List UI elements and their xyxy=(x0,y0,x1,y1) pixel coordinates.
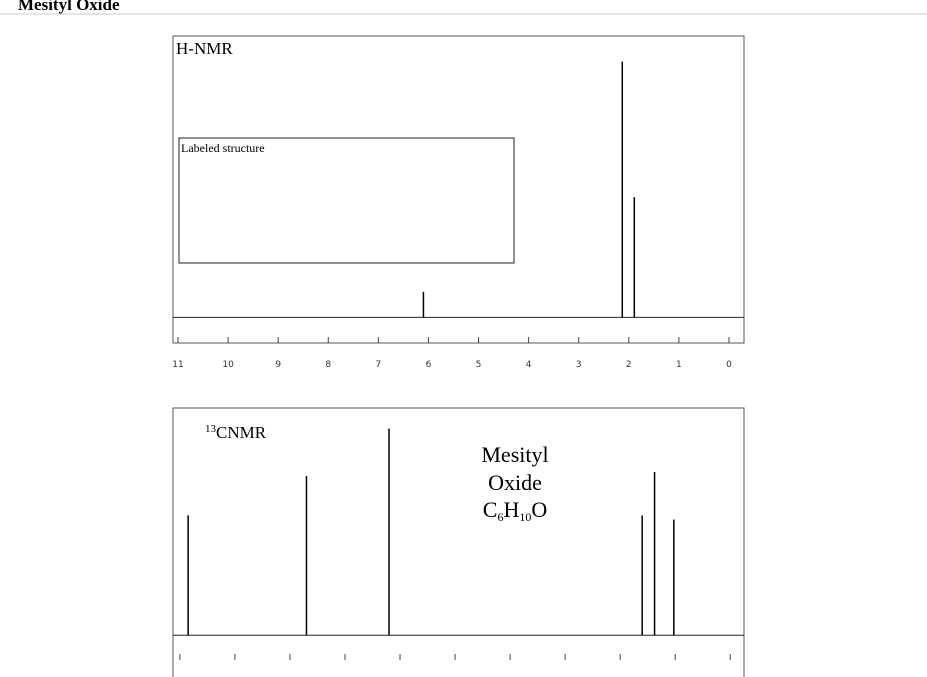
formula-part: 6 xyxy=(497,510,503,524)
structure-box xyxy=(178,137,515,264)
x-tick-label: 4 xyxy=(526,360,532,370)
x-tick-label: 1 xyxy=(676,360,682,370)
x-tick-label: 2 xyxy=(626,360,632,370)
hnmr-frame xyxy=(172,35,745,344)
formula-part: H xyxy=(503,497,519,522)
x-tick-label: 8 xyxy=(325,360,331,370)
hnmr-label: H-NMR xyxy=(176,39,233,58)
formula: C6H10O xyxy=(483,497,547,524)
cnmr-label-sup: 13 xyxy=(205,423,217,435)
formula-part: O xyxy=(531,497,547,522)
x-tick-label: 6 xyxy=(426,360,432,370)
x-tick-label: 9 xyxy=(275,360,281,370)
x-tick-label: 7 xyxy=(375,360,381,370)
formula-part: C xyxy=(483,497,498,522)
page-title: Mesityl Oxide xyxy=(18,0,120,14)
annotation: Mesityl xyxy=(481,442,548,467)
structure-label: Labeled structure xyxy=(181,141,265,155)
cnmr-label: 13CNMR xyxy=(205,423,267,442)
annotation: Oxide xyxy=(488,470,542,495)
cnmr-label-text: CNMR xyxy=(216,423,267,442)
x-tick-label: 5 xyxy=(476,360,482,370)
formula-part: 10 xyxy=(519,510,531,524)
x-tick-label: 0 xyxy=(726,360,732,370)
x-tick-label: 3 xyxy=(576,360,582,370)
x-tick-label: 10 xyxy=(222,360,234,370)
cnmr-frame xyxy=(172,407,745,677)
x-tick-label: 11 xyxy=(172,360,183,370)
